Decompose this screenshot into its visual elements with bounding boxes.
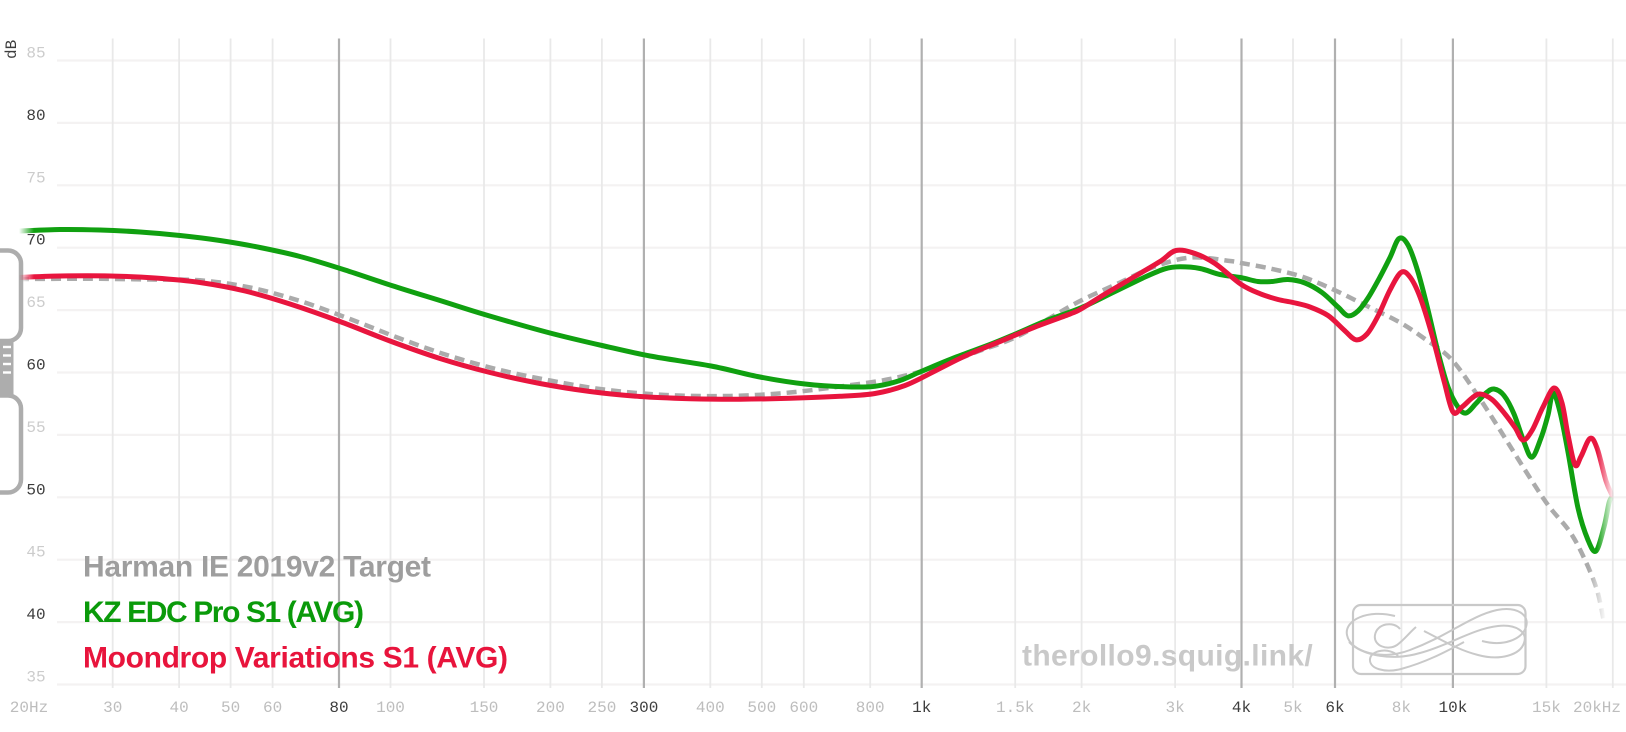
svg-text:35: 35 [26,669,45,687]
svg-text:6k: 6k [1325,699,1344,717]
svg-text:55: 55 [26,419,45,437]
svg-text:5k: 5k [1283,699,1302,717]
svg-text:65: 65 [26,294,45,312]
svg-text:70: 70 [26,232,45,250]
svg-text:80: 80 [26,107,45,125]
svg-text:dB: dB [3,40,21,59]
svg-text:600: 600 [789,699,818,717]
svg-text:300: 300 [629,699,658,717]
svg-text:15k: 15k [1532,699,1561,717]
svg-text:10k: 10k [1438,699,1467,717]
svg-text:250: 250 [587,699,616,717]
svg-text:2k: 2k [1072,699,1091,717]
svg-text:50: 50 [221,699,240,717]
svg-text:200: 200 [536,699,565,717]
svg-text:75: 75 [26,169,45,187]
svg-text:therollo9.squig.link/: therollo9.squig.link/ [1022,640,1313,673]
svg-text:30: 30 [103,699,122,717]
svg-text:400: 400 [696,699,725,717]
svg-text:500: 500 [747,699,776,717]
svg-text:Moondrop Variations S1 (AVG): Moondrop Variations S1 (AVG) [83,641,508,674]
svg-text:85: 85 [26,45,45,63]
svg-text:100: 100 [376,699,405,717]
svg-text:20Hz: 20Hz [10,699,48,717]
svg-text:1k: 1k [912,699,931,717]
svg-text:50: 50 [26,481,45,499]
svg-text:4k: 4k [1232,699,1251,717]
svg-text:Harman IE 2019v2 Target: Harman IE 2019v2 Target [83,550,431,583]
svg-text:150: 150 [470,699,499,717]
svg-text:800: 800 [856,699,885,717]
svg-text:40: 40 [26,606,45,624]
svg-text:40: 40 [169,699,188,717]
svg-text:3k: 3k [1165,699,1184,717]
svg-text:45: 45 [26,544,45,562]
svg-text:1.5k: 1.5k [996,699,1034,717]
svg-text:20kHz: 20kHz [1573,699,1621,717]
svg-text:60: 60 [263,699,282,717]
svg-text:60: 60 [26,357,45,375]
svg-text:8k: 8k [1392,699,1411,717]
svg-text:80: 80 [329,699,348,717]
svg-text:KZ EDC Pro S1 (AVG): KZ EDC Pro S1 (AVG) [83,596,363,629]
